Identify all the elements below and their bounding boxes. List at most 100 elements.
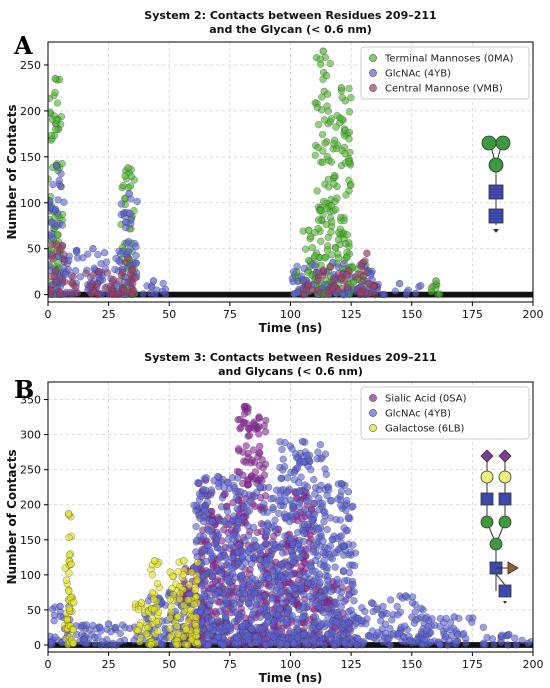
data-point <box>344 513 353 521</box>
data-point <box>222 613 230 621</box>
baseline-point <box>528 291 533 298</box>
data-point <box>299 614 307 622</box>
data-point <box>324 581 332 589</box>
y-tick-label: 0 <box>34 639 41 652</box>
data-point <box>247 625 256 633</box>
data-point <box>295 499 304 507</box>
data-point <box>331 563 339 571</box>
data-point <box>150 595 158 603</box>
data-point <box>103 269 112 277</box>
data-point <box>56 289 64 297</box>
data-point <box>173 622 181 631</box>
data-point <box>321 508 329 517</box>
data-point <box>249 446 258 454</box>
data-point <box>117 200 125 208</box>
data-point <box>166 614 174 622</box>
data-point <box>244 636 253 644</box>
legend-entry: Sialic Acid (0SA) <box>385 394 467 405</box>
data-point <box>193 576 201 584</box>
series-3 <box>61 510 202 649</box>
data-point <box>300 590 308 599</box>
data-point <box>149 277 158 285</box>
data-point <box>82 621 90 629</box>
data-point <box>255 413 263 421</box>
data-point <box>386 641 394 649</box>
data-point <box>524 639 532 648</box>
data-point <box>207 486 215 494</box>
data-point <box>65 533 73 542</box>
data-point <box>303 451 311 459</box>
data-point <box>395 629 403 638</box>
data-point <box>314 144 322 152</box>
data-point <box>417 604 425 612</box>
data-point <box>97 260 105 268</box>
data-point <box>322 470 330 478</box>
data-point <box>335 228 343 237</box>
data-point <box>301 573 309 581</box>
data-point <box>328 497 336 505</box>
data-point <box>327 587 335 596</box>
data-point <box>337 84 346 92</box>
data-point <box>84 250 92 258</box>
data-point <box>384 634 392 643</box>
y-axis-label: Number of Contacts <box>5 105 19 240</box>
data-point <box>343 271 351 279</box>
glcnac-icon <box>480 492 494 506</box>
data-point <box>294 540 303 548</box>
data-point <box>290 468 299 477</box>
data-point <box>328 285 337 293</box>
data-point <box>262 460 270 468</box>
data-point <box>283 474 292 482</box>
data-point <box>132 251 140 260</box>
data-point <box>358 277 366 286</box>
data-point <box>518 636 526 645</box>
data-point <box>345 84 353 93</box>
data-point <box>318 499 327 508</box>
data-point <box>223 622 231 630</box>
mannose-icon <box>495 135 511 151</box>
data-point <box>297 584 306 592</box>
data-point <box>94 280 102 288</box>
data-point <box>62 576 70 584</box>
data-point <box>192 613 200 621</box>
data-point <box>436 290 444 298</box>
data-point <box>290 290 298 298</box>
glcnac-icon <box>498 584 512 598</box>
data-point <box>293 625 302 634</box>
data-point <box>148 588 157 597</box>
data-point <box>253 488 261 496</box>
data-point <box>117 250 125 258</box>
data-point <box>345 568 354 577</box>
data-point <box>311 229 319 237</box>
data-point <box>309 286 317 294</box>
data-point <box>270 522 278 530</box>
data-point <box>283 488 291 496</box>
data-point <box>436 640 444 649</box>
data-point <box>94 291 102 299</box>
data-point <box>253 528 261 537</box>
data-point <box>281 532 289 540</box>
data-point <box>402 592 410 600</box>
data-point <box>159 279 167 288</box>
data-point <box>79 254 87 262</box>
chart-title-line2: and the Glycan (< 0.6 nm) <box>209 23 372 36</box>
data-point <box>133 197 141 206</box>
data-point <box>245 531 253 540</box>
data-point <box>323 605 332 613</box>
data-point <box>321 254 329 262</box>
x-tick-label: 200 <box>523 308 544 321</box>
plot-frame <box>47 41 534 303</box>
data-point <box>196 608 205 616</box>
data-point <box>421 614 430 623</box>
data-point <box>173 613 182 621</box>
data-point <box>279 466 287 474</box>
data-point <box>278 540 286 548</box>
data-point <box>338 93 346 102</box>
data-point <box>49 255 57 263</box>
data-point <box>299 438 307 446</box>
data-point <box>290 639 298 647</box>
data-point <box>303 483 312 491</box>
data-point <box>324 90 332 98</box>
data-point <box>289 558 298 566</box>
data-point <box>252 639 260 647</box>
